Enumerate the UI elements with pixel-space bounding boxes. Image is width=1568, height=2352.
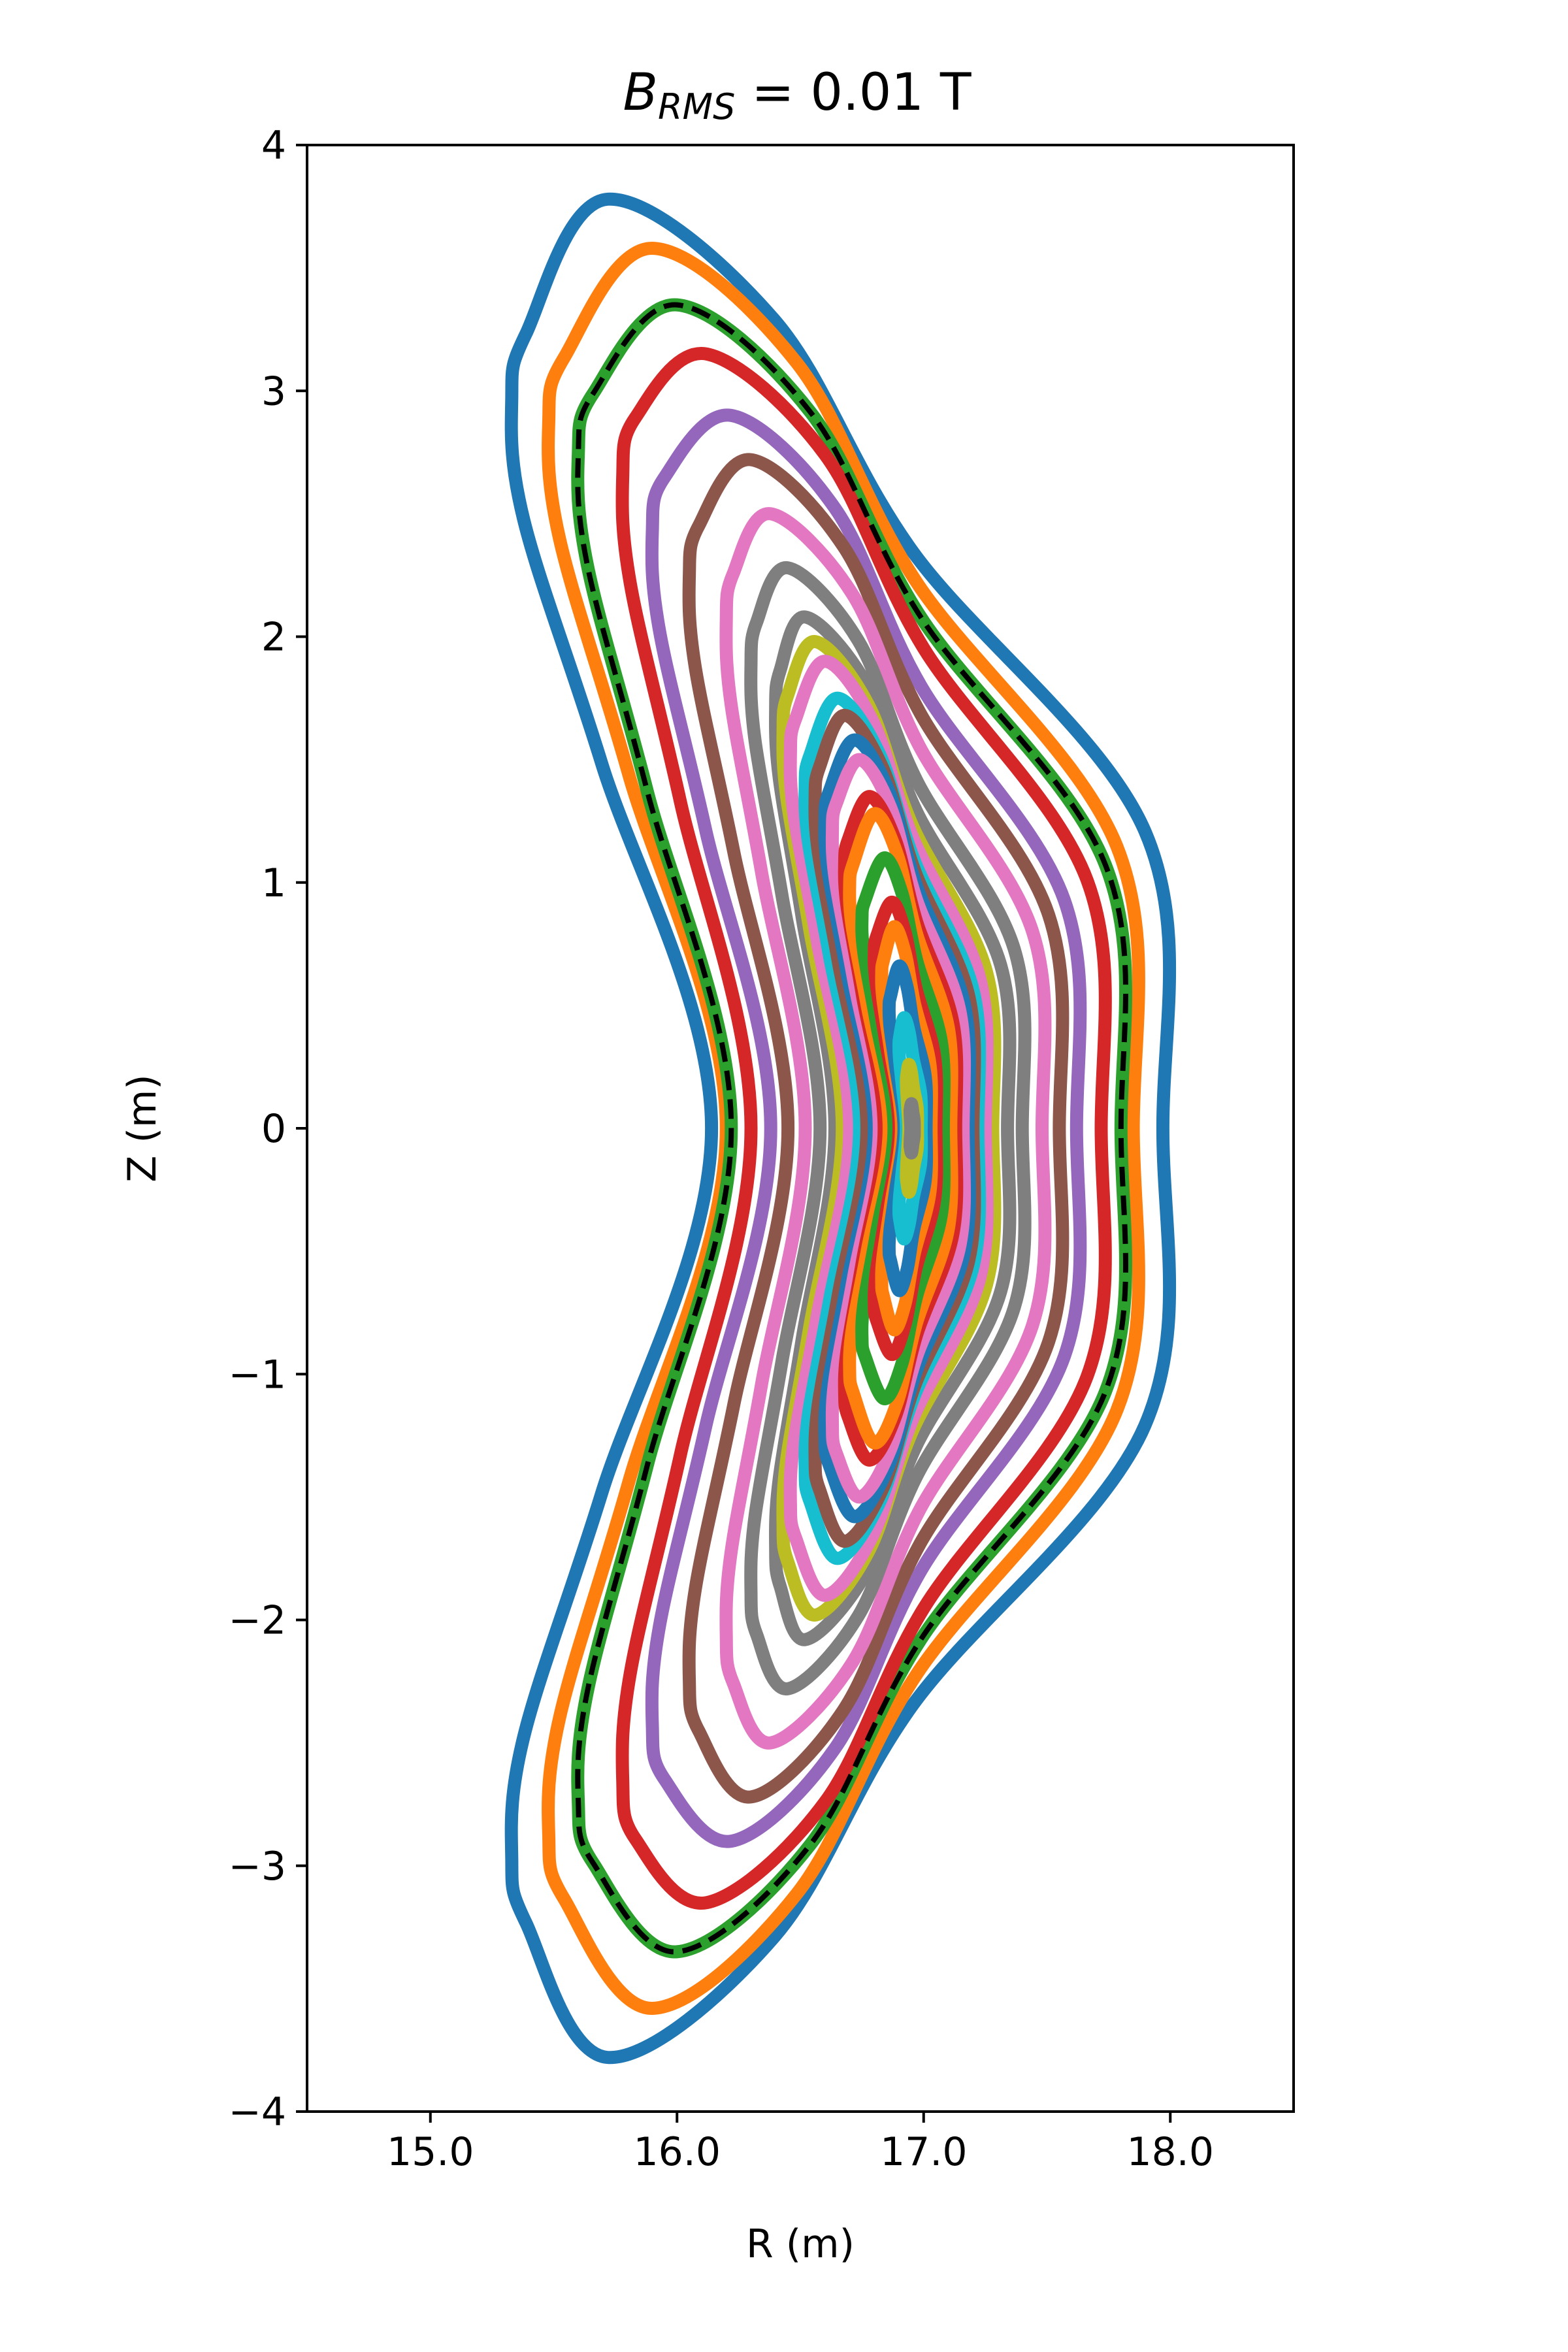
- chart-title: BRMS = 0.01 T: [623, 63, 972, 127]
- plot-area: [504, 192, 1177, 2065]
- x-axis: 15.0 16.0 17.0 18.0: [387, 2112, 1214, 2175]
- flux-surface-7: [719, 507, 1052, 1750]
- reference-boundary-dashed: [575, 302, 1128, 1955]
- flux-surface-6: [682, 453, 1070, 1804]
- x-axis-label: R (m): [746, 2221, 855, 2267]
- y-axis-label: Z (m): [120, 1074, 165, 1182]
- y-tick-label: −3: [229, 1844, 286, 1889]
- y-tick-label: 4: [261, 123, 286, 169]
- flux-surface-24: [904, 1097, 921, 1160]
- flux-surface-4: [615, 347, 1112, 1910]
- y-tick-label: −4: [229, 2089, 286, 2135]
- y-tick-label: 0: [261, 1106, 286, 1152]
- flux-surface-8: [744, 561, 1032, 1695]
- title-subscript: RMS: [658, 86, 735, 127]
- title-rest: = 0.01 T: [735, 63, 971, 122]
- flux-surface-5: [645, 408, 1087, 1848]
- y-tick-label: 2: [261, 615, 286, 661]
- y-tick-label: −1: [229, 1352, 286, 1397]
- title-symbol: B: [623, 63, 659, 122]
- x-tick-label: 16.0: [633, 2129, 721, 2175]
- y-axis: −4 −3 −2 −1 0 1 2 3 4: [229, 123, 307, 2135]
- x-tick-label: 15.0: [387, 2129, 474, 2175]
- flux-surfaces: [504, 192, 1177, 2065]
- y-tick-label: 3: [261, 368, 286, 414]
- x-tick-label: 17.0: [880, 2129, 968, 2175]
- x-tick-label: 18.0: [1126, 2129, 1214, 2175]
- y-tick-label: −2: [229, 1598, 286, 1644]
- y-tick-label: 1: [261, 860, 286, 906]
